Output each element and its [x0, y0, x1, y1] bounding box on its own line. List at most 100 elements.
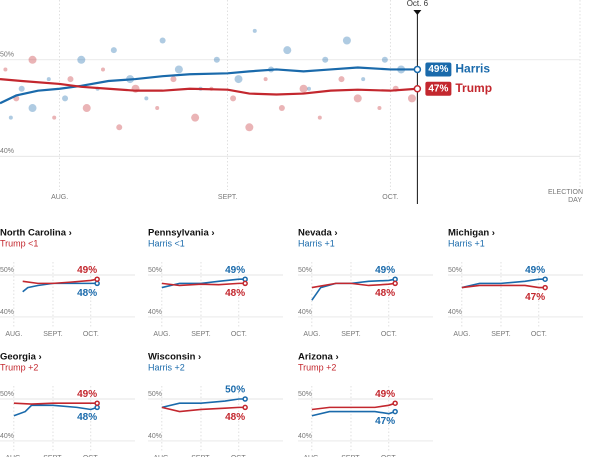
x-tick-label: SEPT.: [341, 455, 361, 457]
x-tick-label: AUG.: [453, 331, 470, 338]
end-dot: [542, 284, 548, 291]
trend-line: [161, 406, 246, 413]
end-dot: [413, 65, 422, 74]
end-dot: [94, 280, 100, 287]
x-tick-label: OCT.: [382, 194, 398, 201]
x-tick-label: AUG.: [303, 455, 320, 457]
trend-line: [0, 66, 418, 105]
y-tick-label: 50%: [298, 267, 312, 274]
trend-line: [13, 402, 98, 405]
y-tick-label: 40%: [298, 433, 312, 440]
poll-dot: [278, 105, 285, 112]
y-tick-label: 40%: [298, 309, 312, 316]
poll-dot: [213, 56, 220, 63]
end-dot: [94, 276, 100, 282]
poll-dot: [377, 106, 382, 111]
x-tick-label: SEPT.: [191, 455, 211, 457]
x-tick-label: AUG.: [153, 331, 170, 338]
end-dot: [392, 280, 398, 287]
panel-title: Nevada ›: [298, 228, 338, 239]
poll-dot: [8, 115, 13, 120]
end-dot: [94, 404, 100, 411]
x-tick-label: OCT.: [83, 331, 99, 338]
value-label: 48%: [225, 412, 245, 423]
x-tick-label: AUG.: [5, 331, 22, 338]
panel-title: Georgia ›: [0, 352, 42, 363]
value-label: 48%: [77, 288, 97, 299]
poll-dot: [18, 85, 25, 92]
legend-name: Harris: [455, 62, 490, 76]
y-tick-label: 40%: [148, 309, 162, 316]
poll-dot: [245, 123, 254, 132]
value-label: 48%: [375, 288, 395, 299]
poll-dot: [353, 94, 362, 103]
panel-leader: Trump <1: [0, 238, 38, 248]
legend-name: Trump: [455, 81, 492, 95]
poll-dot: [342, 36, 351, 45]
poll-dot: [381, 56, 388, 63]
trend-line: [13, 404, 98, 417]
marker-label: Oct. 6: [407, 0, 429, 8]
poll-dot: [77, 55, 86, 64]
y-tick-label: 50%: [298, 391, 312, 398]
value-label: 47%: [375, 416, 395, 427]
y-tick-label: 40%: [0, 148, 14, 155]
y-tick-label: 40%: [448, 309, 462, 316]
end-dot: [392, 408, 398, 415]
poll-dot: [322, 56, 329, 63]
end-dot: [242, 396, 248, 402]
value-label: 47%: [428, 83, 448, 94]
poll-dot: [67, 76, 74, 83]
trend-line: [0, 77, 418, 96]
y-tick-label: 40%: [148, 433, 162, 440]
x-tick-label: SEPT.: [218, 194, 238, 201]
panel-title: Pennsylvania ›: [148, 228, 215, 239]
x-tick-label: SEPT.: [43, 331, 63, 338]
value-label: 50%: [225, 385, 245, 396]
poll-dot: [338, 76, 345, 83]
poll-dot: [234, 75, 243, 84]
end-dot: [392, 400, 398, 406]
x-tick-label: AUG.: [5, 455, 22, 457]
poll-dot: [52, 115, 57, 120]
panel-title: North Carolina ›: [0, 228, 72, 239]
trend-line: [161, 398, 246, 409]
poll-dot: [155, 106, 160, 111]
poll-dot: [28, 104, 37, 113]
trend-line: [311, 410, 396, 417]
poll-dot: [82, 104, 91, 113]
poll-dot: [159, 37, 166, 44]
panel-leader: Trump +2: [0, 362, 38, 372]
panel-leader: Trump +2: [298, 362, 336, 372]
x-tick-label: OCT.: [231, 331, 247, 338]
marker-arrow: [413, 10, 422, 15]
x-tick-label: OCT.: [381, 455, 397, 457]
x-tick-label: SEPT.: [43, 455, 63, 457]
trend-line: [311, 402, 396, 411]
y-tick-label: 50%: [0, 52, 14, 59]
poll-dot: [144, 96, 149, 101]
poll-dot: [100, 67, 105, 72]
y-tick-label: 50%: [148, 267, 162, 274]
poll-dot: [299, 84, 308, 93]
x-tick-label: AUG.: [51, 194, 68, 201]
x-tick-label: OCT.: [531, 331, 547, 338]
poll-dot: [317, 115, 322, 120]
y-tick-label: 40%: [0, 309, 14, 316]
poll-dot: [263, 77, 268, 82]
trend-line: [22, 278, 98, 285]
value-label: 49%: [375, 389, 395, 400]
trend-line: [461, 284, 546, 289]
x-tick-label: OCT.: [381, 331, 397, 338]
election-day-label: ELECTION DAY: [548, 189, 584, 204]
value-label: 48%: [225, 288, 245, 299]
x-tick-label: OCT.: [83, 455, 99, 457]
y-tick-label: 40%: [0, 433, 14, 440]
y-tick-label: 50%: [0, 391, 14, 398]
panel-title: Wisconsin ›: [148, 352, 201, 363]
panel-title: Michigan ›: [448, 228, 495, 239]
end-dot: [413, 84, 422, 93]
value-label: 49%: [375, 265, 395, 276]
value-label: 49%: [225, 265, 245, 276]
